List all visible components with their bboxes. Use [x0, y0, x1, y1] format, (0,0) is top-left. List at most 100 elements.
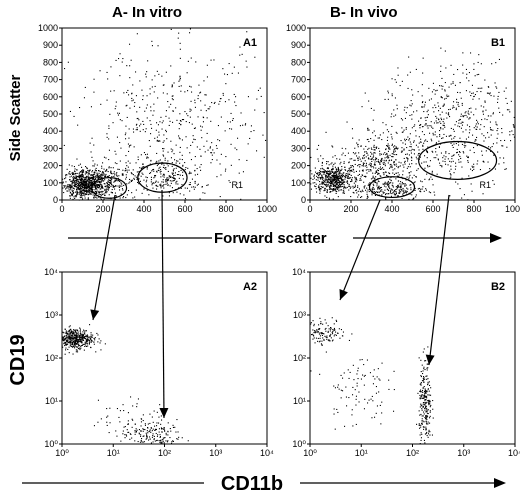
data-point	[137, 441, 139, 443]
data-point	[450, 161, 452, 163]
data-point	[487, 132, 489, 134]
data-point	[341, 182, 343, 184]
data-point	[424, 117, 426, 119]
data-point	[436, 136, 438, 138]
data-point	[81, 179, 83, 181]
data-point	[357, 378, 359, 380]
data-point	[424, 378, 426, 380]
data-point	[459, 155, 461, 157]
data-point	[67, 343, 69, 345]
data-point	[172, 192, 174, 194]
data-point	[115, 195, 117, 197]
data-point	[331, 162, 333, 164]
data-point	[330, 188, 332, 190]
y-tick-label: 700	[291, 75, 306, 85]
data-point	[451, 158, 453, 160]
data-point	[436, 117, 438, 119]
data-point	[94, 169, 96, 171]
data-point	[89, 192, 91, 194]
data-point	[364, 154, 366, 156]
data-point	[89, 336, 91, 338]
data-point	[328, 181, 330, 183]
data-point	[327, 173, 329, 175]
data-point	[104, 192, 106, 194]
data-point	[66, 344, 68, 346]
y-tick-label: 900	[43, 40, 58, 50]
data-point	[91, 192, 93, 194]
data-point	[78, 182, 80, 184]
data-point	[453, 154, 455, 156]
data-point	[389, 178, 391, 180]
data-point	[374, 161, 376, 163]
data-point	[381, 139, 383, 141]
data-point	[385, 160, 387, 162]
data-point	[83, 337, 85, 339]
data-point	[72, 180, 74, 182]
data-point	[163, 427, 165, 429]
data-point	[233, 93, 235, 95]
data-point	[468, 113, 470, 115]
data-point	[473, 68, 475, 70]
data-point	[120, 147, 122, 149]
data-point	[79, 341, 81, 343]
data-point	[387, 157, 389, 159]
data-point	[69, 342, 71, 344]
data-point	[141, 192, 143, 194]
data-point	[466, 77, 468, 79]
data-point	[494, 82, 496, 84]
data-point	[154, 85, 156, 87]
data-point	[146, 434, 148, 436]
data-point	[138, 182, 140, 184]
data-point	[413, 140, 415, 142]
data-point	[160, 183, 162, 185]
data-point	[126, 65, 128, 67]
data-point	[357, 185, 359, 187]
data-point	[367, 184, 369, 186]
data-point	[84, 179, 86, 181]
data-point	[121, 120, 123, 122]
data-point	[465, 90, 467, 92]
data-point	[67, 61, 69, 63]
data-point	[393, 410, 395, 412]
data-point	[95, 178, 97, 180]
data-point	[329, 330, 331, 332]
data-point	[425, 123, 427, 125]
data-point	[73, 329, 75, 331]
data-point	[345, 396, 347, 398]
data-point	[190, 109, 192, 111]
data-point	[219, 163, 221, 165]
data-point	[428, 429, 430, 431]
data-point	[462, 121, 464, 123]
data-point	[101, 194, 103, 196]
data-point	[115, 180, 117, 182]
data-point	[503, 162, 505, 164]
data-point	[427, 164, 429, 166]
data-point	[477, 121, 479, 123]
data-point	[80, 345, 82, 347]
data-point	[115, 198, 117, 200]
data-point	[228, 180, 230, 182]
data-point	[165, 440, 167, 442]
data-point	[237, 72, 239, 74]
data-point	[72, 173, 74, 175]
data-point	[382, 183, 384, 185]
data-point	[76, 185, 78, 187]
data-point	[354, 147, 356, 149]
data-point	[172, 170, 174, 172]
data-point	[376, 146, 378, 148]
data-point	[121, 61, 123, 63]
data-point	[339, 174, 341, 176]
data-point	[175, 181, 177, 183]
data-point	[81, 177, 83, 179]
data-point	[108, 127, 110, 129]
data-point	[101, 172, 103, 174]
data-point	[396, 186, 398, 188]
data-point	[380, 175, 382, 177]
data-point	[391, 166, 393, 168]
data-point	[73, 175, 75, 177]
data-point	[440, 152, 442, 154]
data-point	[360, 196, 362, 198]
data-point	[446, 94, 448, 96]
data-point	[352, 165, 354, 167]
data-point	[211, 142, 213, 144]
